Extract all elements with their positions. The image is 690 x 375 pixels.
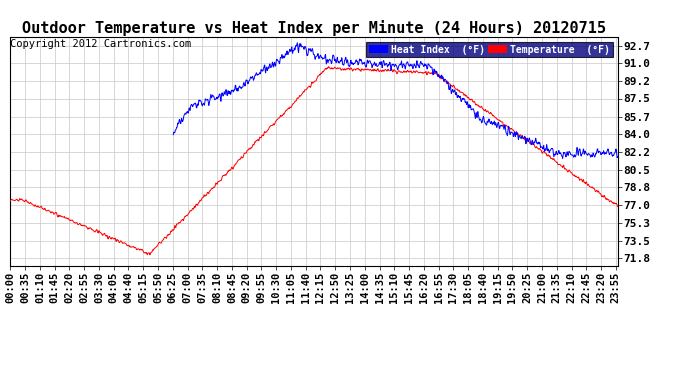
Text: Copyright 2012 Cartronics.com: Copyright 2012 Cartronics.com	[10, 39, 192, 50]
Title: Outdoor Temperature vs Heat Index per Minute (24 Hours) 20120715: Outdoor Temperature vs Heat Index per Mi…	[22, 20, 606, 36]
Legend: Heat Index  (°F), Temperature  (°F): Heat Index (°F), Temperature (°F)	[366, 42, 613, 57]
